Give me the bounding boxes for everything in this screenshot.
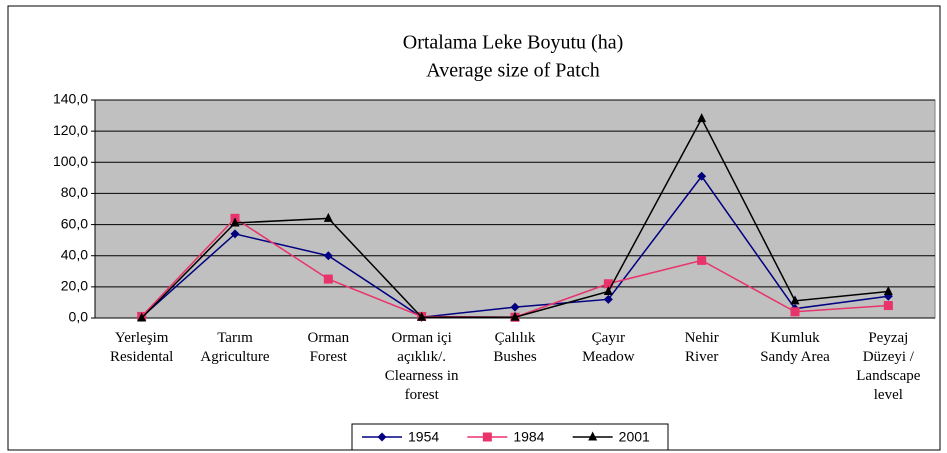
marker — [417, 311, 427, 321]
x-tick-label-line: açıklık/. — [397, 349, 446, 365]
marker — [230, 229, 240, 239]
legend-marker — [588, 431, 598, 441]
marker — [883, 301, 893, 311]
y-tick-label: 20,0 — [61, 278, 88, 294]
legend-box — [351, 423, 669, 451]
x-tick-label-line: Residental — [110, 349, 173, 365]
x-tick-label-line: level — [874, 387, 903, 403]
x-tick-label: Nehir River — [685, 330, 719, 365]
x-tick-label: Peyzaj Düzeyi / Landscape level — [856, 330, 920, 403]
marker — [323, 251, 333, 261]
x-tick-label-line: Orman içi — [391, 330, 451, 346]
marker — [697, 113, 707, 123]
y-tick-label: 140,0 — [53, 91, 88, 107]
y-tick-label: 60,0 — [61, 215, 88, 231]
x-tick-label-line: Çayır — [592, 330, 625, 346]
x-tick-label-line: Nehir — [685, 330, 719, 346]
x-tick-label-line: forest — [405, 387, 440, 403]
marker — [697, 171, 707, 181]
x-tick-label: Kumluk Sandy Area — [760, 330, 830, 365]
marker — [697, 255, 707, 265]
x-tick-label-line: Tarım — [217, 330, 253, 346]
marker — [137, 312, 147, 322]
x-tick-label-line: Agriculture — [200, 349, 269, 365]
x-tick-label-line: Forest — [310, 349, 348, 365]
x-tick-label: Çalılık Bushes — [493, 330, 537, 365]
x-tick-label-line: Clearness in — [385, 368, 459, 384]
x-tick-label-line: Kumluk — [770, 330, 820, 346]
x-tick-label-line: River — [685, 349, 718, 365]
chart-title: Average size of Patch — [426, 60, 599, 82]
x-tick-label-line: Çalılık — [495, 330, 536, 346]
legend-label: 1954 — [408, 429, 439, 445]
marker — [603, 294, 613, 304]
marker — [510, 311, 520, 321]
marker — [790, 307, 800, 317]
y-tick-label: 40,0 — [61, 246, 88, 262]
x-tick-label-line: Yerleşim — [115, 330, 169, 346]
x-tick-label-line: Orman — [308, 330, 350, 346]
x-tick-label-line: Sandy Area — [760, 349, 830, 365]
x-tick-label-line: Peyzaj — [868, 330, 908, 346]
marker — [883, 286, 893, 296]
marker — [790, 295, 800, 305]
marker — [323, 274, 333, 284]
x-tick-label: Yerleşim Residental — [110, 330, 173, 365]
x-tick-label: Çayır Meadow — [582, 330, 635, 365]
legend-marker — [377, 432, 387, 442]
x-tick-label: Orman içi açıklık/. Clearness in forest — [385, 330, 459, 403]
marker — [603, 279, 613, 289]
y-tick-label: 0,0 — [69, 309, 89, 325]
x-tick-label-line: Bushes — [493, 349, 537, 365]
x-tick-label-line: Düzeyi / — [863, 349, 915, 365]
y-tick-label: 80,0 — [61, 184, 88, 200]
x-tick-label: Orman Forest — [308, 330, 350, 365]
legend-label: 1984 — [513, 429, 544, 445]
chart-title: Ortalama Leke Boyutu (ha) — [403, 32, 623, 54]
legend-label: 2001 — [619, 429, 650, 445]
marker — [323, 212, 333, 222]
marker — [603, 286, 613, 296]
x-tick-label-line: Landscape — [856, 368, 920, 384]
x-tick-label-line: Meadow — [582, 349, 635, 365]
marker — [510, 302, 520, 312]
legend-marker — [482, 432, 492, 442]
marker — [230, 217, 240, 227]
y-tick-label: 100,0 — [53, 153, 88, 169]
y-tick-label: 120,0 — [53, 122, 88, 138]
plot-area — [94, 99, 936, 319]
x-tick-label: Tarım Agriculture — [200, 330, 269, 365]
